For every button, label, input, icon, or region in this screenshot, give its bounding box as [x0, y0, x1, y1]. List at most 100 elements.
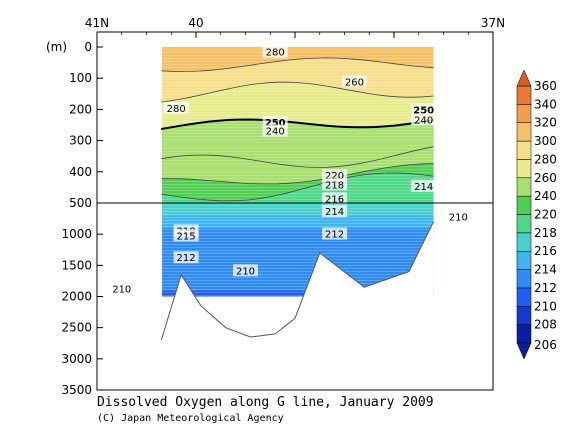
y-tick-label: 3500 — [61, 383, 92, 397]
y-tick-label: 3000 — [61, 352, 92, 366]
colorbar-swatch — [516, 159, 532, 179]
contour-label-bg — [411, 179, 437, 192]
contour-label-bg — [445, 210, 471, 223]
colorbar: 206 208 210 212 214 216 218 220 240 260 280 300 320 3… — [516, 69, 557, 360]
upper-hatch — [161, 47, 434, 203]
colorbar-swatch — [516, 122, 532, 142]
top-tick-label: 41N — [85, 16, 109, 30]
colorbar-swatch — [516, 195, 532, 215]
colorbar-label: 212 — [534, 281, 557, 295]
contour-line — [161, 146, 434, 168]
colorbar-label: 208 — [534, 318, 557, 332]
contour-label: 216 — [325, 194, 344, 205]
contour-label-bg — [341, 75, 367, 88]
colorbar-bottom-arrow — [516, 342, 532, 360]
contour-lines — [161, 57, 434, 202]
colorbar-swatch — [516, 140, 532, 160]
colorbar-label: 210 — [534, 299, 557, 313]
colorbar-swatch — [516, 269, 532, 289]
colorbar-label: 260 — [534, 171, 557, 185]
upper-section-fill — [161, 47, 434, 203]
contour-label: 240 — [266, 127, 285, 138]
contour-line — [161, 163, 434, 185]
colorbar-label: 216 — [534, 244, 557, 258]
contour-label: 212 — [325, 230, 344, 241]
y-tick-label: 500 — [69, 196, 92, 210]
colorbar-label: 300 — [534, 134, 557, 148]
contour-label-bg — [322, 192, 348, 205]
colorbar-swatch — [516, 324, 532, 344]
colorbar-label: 280 — [534, 152, 557, 166]
y-tick-label: 1000 — [61, 227, 92, 241]
contour-label-bg — [322, 227, 348, 240]
colorbar-label: 206 — [534, 338, 557, 352]
colorbar-label: 220 — [534, 208, 557, 222]
contour-label-bg — [233, 264, 258, 277]
contour-label-bg — [262, 124, 288, 137]
contour-label: 280 — [167, 104, 186, 115]
contour-label-bg — [109, 282, 135, 295]
y-tick-label: 100 — [69, 71, 92, 85]
top-latitude-axis: 41N 40 37N — [85, 16, 505, 38]
contour-label: 280 — [266, 48, 285, 59]
contour-label: 214 — [325, 207, 344, 218]
contour-label-bg — [322, 205, 348, 218]
contour-label-bg — [411, 113, 437, 126]
contour-label-bg — [411, 103, 437, 116]
contour-label-bg — [322, 178, 348, 191]
colorbar-label: 340 — [534, 97, 557, 111]
contour-line — [161, 57, 434, 72]
y-tick-label: 2000 — [61, 290, 92, 304]
contour-label: 210 — [449, 213, 468, 224]
colorbar-swatch — [516, 306, 532, 325]
colorbar-swatch — [516, 104, 532, 123]
y-tick-label: 2500 — [61, 321, 92, 335]
seabed-line — [160, 221, 435, 341]
contour-line — [161, 118, 434, 130]
contour-label-bg — [262, 45, 288, 58]
colorbar-top-arrow — [516, 69, 532, 87]
y-tick-label: 200 — [69, 102, 92, 116]
contour-label: 212 — [177, 253, 196, 264]
colorbar-swatch — [516, 177, 532, 197]
contour-label: 215 — [177, 231, 196, 242]
contour-label: 210 — [112, 284, 131, 295]
colorbar-label: 214 — [534, 263, 557, 277]
colorbar-label: 360 — [534, 79, 557, 93]
left-depth-axis: 0 100 200 300 400 500 1000 1500 2000 2500 3000 3500 — [61, 40, 103, 397]
contour-label: 240 — [414, 115, 433, 126]
bottom-profile — [160, 221, 435, 390]
contour-label: 214 — [414, 182, 433, 193]
contour-label-bg — [173, 251, 199, 264]
seabed-mask — [161, 221, 434, 390]
chart-title: Dissolved Oxygen along G line, January 2… — [97, 395, 434, 410]
contour-label: 210 — [236, 266, 255, 277]
contour-label: 220 — [325, 171, 344, 182]
colorbar-swatch — [516, 232, 532, 252]
colorbar-label: 218 — [534, 226, 557, 240]
colorbar-swatch — [516, 287, 532, 307]
y-tick-label: 1500 — [61, 258, 92, 272]
top-tick-label: 37N — [481, 16, 505, 30]
contour-label: 250 — [413, 105, 434, 116]
y-tick-label: 400 — [69, 165, 92, 179]
y-tick-label: 0 — [84, 40, 92, 54]
contour-label: 260 — [345, 77, 364, 88]
colorbar-swatch — [516, 250, 532, 270]
colorbar-label: 240 — [534, 189, 557, 203]
contour-label-bg — [322, 168, 348, 181]
colorbar-swatch — [516, 214, 532, 234]
credit-text: (C) Japan Meteorological Agency — [97, 413, 284, 424]
contour-line — [161, 172, 434, 202]
contour-label: 250 — [265, 118, 286, 129]
y-axis-label: (m) — [46, 40, 67, 54]
y-tick-label: 300 — [69, 134, 92, 148]
contour-line — [161, 81, 434, 103]
contour-label-bg — [173, 229, 199, 242]
colorbar-swatch — [516, 85, 532, 105]
top-tick-label: 40 — [188, 16, 203, 30]
colorbar-label: 320 — [534, 116, 557, 130]
contour-label-bg — [163, 101, 189, 114]
